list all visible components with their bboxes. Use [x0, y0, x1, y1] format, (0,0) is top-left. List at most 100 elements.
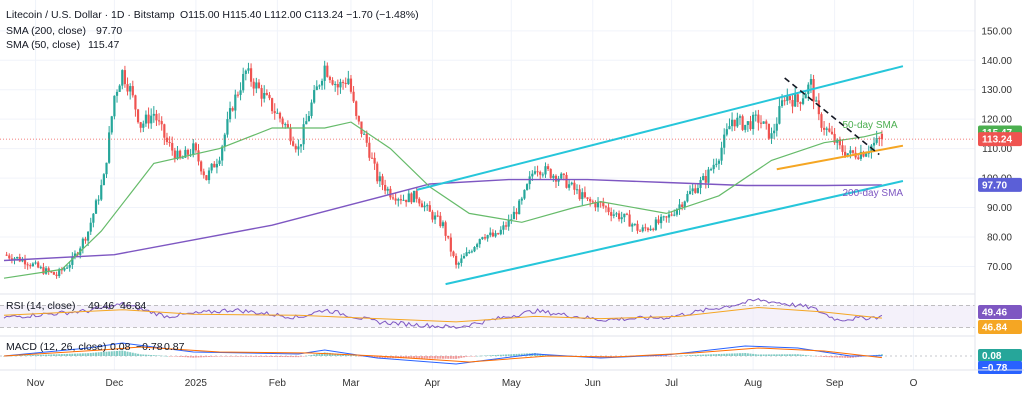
macd-hist-bar: [447, 356, 450, 359]
macd-hist-bar: [205, 356, 208, 358]
x-tick-label-1: Dec: [105, 378, 123, 389]
macd-badge-label-1: −0.78: [982, 363, 1008, 374]
macd-hist-bar: [236, 356, 239, 357]
candle-body: [249, 68, 253, 82]
macd-hist-bar: [37, 354, 40, 356]
candle-body: [318, 85, 321, 87]
candle-body: [762, 121, 765, 124]
macd-hist-bar: [231, 356, 234, 357]
candle-body: [192, 143, 195, 155]
macd-hist-bar: [271, 356, 274, 357]
candle-body: [278, 112, 282, 119]
macd-hist-bar: [449, 356, 452, 359]
macd-hist-bar: [218, 356, 221, 357]
macd-hist-bar: [126, 351, 129, 356]
candle-body: [336, 84, 339, 88]
macd-hist-bar: [436, 356, 439, 359]
macd-hist-bar: [315, 353, 318, 356]
macd-hist-bar: [749, 353, 752, 356]
candle-body: [465, 252, 468, 256]
candle-body: [39, 267, 42, 269]
macd-hist-bar: [142, 354, 145, 356]
candle-body: [673, 214, 676, 216]
candle-body: [370, 157, 374, 159]
candle-body: [221, 146, 224, 161]
candle-body: [531, 173, 534, 177]
macd-hist-bar: [3, 356, 5, 357]
candle-body: [773, 130, 776, 134]
macd-hist-bar: [844, 356, 847, 358]
macd-hist-bar: [194, 356, 197, 358]
macd-hist-bar: [736, 353, 739, 356]
candle-body: [765, 121, 768, 124]
candle-body: [433, 215, 437, 220]
macd-hist-bar: [694, 354, 697, 356]
candle-body: [560, 173, 563, 179]
rsi-line: [3, 298, 883, 329]
candle-body: [625, 213, 629, 215]
macd-hist-bar: [310, 355, 313, 356]
macd-hist-bar: [152, 355, 155, 356]
candle-body: [733, 119, 736, 127]
sma200-label: SMA (200, close): [6, 25, 86, 37]
candle-body: [428, 205, 431, 212]
macd-hist-bar: [539, 353, 542, 356]
macd-hist-bar: [87, 353, 90, 356]
candle-body: [447, 235, 450, 238]
macd-hist-bar: [165, 356, 168, 357]
macd-hist-bar: [428, 356, 431, 359]
macd-hist-bar: [415, 356, 418, 359]
macd-hist-bar: [754, 354, 757, 356]
candle-body: [223, 134, 226, 147]
candle-body: [486, 235, 489, 239]
trendline-channel-top: [416, 65, 904, 191]
macd-hist-bar: [18, 355, 21, 356]
macd-hist-bar: [68, 353, 71, 356]
macd-hist-bar: [373, 356, 376, 358]
macd-hist-bar: [302, 356, 305, 357]
candle-body: [712, 164, 715, 170]
candle-body: [363, 133, 366, 135]
candle-body: [71, 256, 74, 265]
candlestick-series: [5, 60, 884, 279]
candle-body: [63, 268, 66, 271]
candle-body: [194, 143, 197, 151]
macd-hist-bar: [494, 355, 497, 356]
macd-hist-bar: [738, 353, 741, 356]
candle-body: [483, 237, 487, 239]
macd-hist-bar: [294, 356, 297, 358]
macd-hist-bar: [773, 354, 776, 356]
macd-hist-bar: [439, 356, 442, 359]
candle-body: [752, 114, 755, 130]
macd-hist-bar: [767, 354, 770, 356]
candle-body: [394, 198, 397, 201]
macd-hist-bar: [163, 355, 166, 357]
candle-body: [754, 114, 757, 116]
macd-hist-bar: [673, 356, 676, 357]
candle-body: [87, 231, 90, 241]
candle-body: [228, 108, 232, 120]
macd-hist-bar: [381, 356, 384, 359]
candle-body: [139, 122, 142, 128]
candle-body: [704, 176, 707, 183]
candle-body: [523, 189, 526, 199]
candle-body: [257, 82, 261, 89]
rsi-badge-label-0: 49.46: [982, 308, 1007, 319]
candle-body: [163, 124, 166, 138]
trendlines: [416, 65, 904, 286]
macd-hist-bar: [276, 356, 279, 357]
macd-hist-bar: [100, 352, 103, 356]
candle-body: [512, 211, 516, 220]
macd-hist-bar: [791, 354, 794, 356]
macd-hist-bar: [880, 354, 883, 356]
candle-body: [841, 145, 844, 152]
macd-hist-bar: [544, 354, 547, 356]
macd-hist-bar: [242, 356, 245, 357]
macd-hist-bar: [66, 353, 69, 356]
macd-hist-bar: [662, 356, 665, 357]
macd-hist-bar: [702, 354, 705, 356]
macd-hist-bar: [418, 356, 421, 359]
candle-body: [21, 259, 24, 262]
trendline-support-orange: [776, 144, 904, 171]
macd-hist-bar: [402, 356, 405, 359]
